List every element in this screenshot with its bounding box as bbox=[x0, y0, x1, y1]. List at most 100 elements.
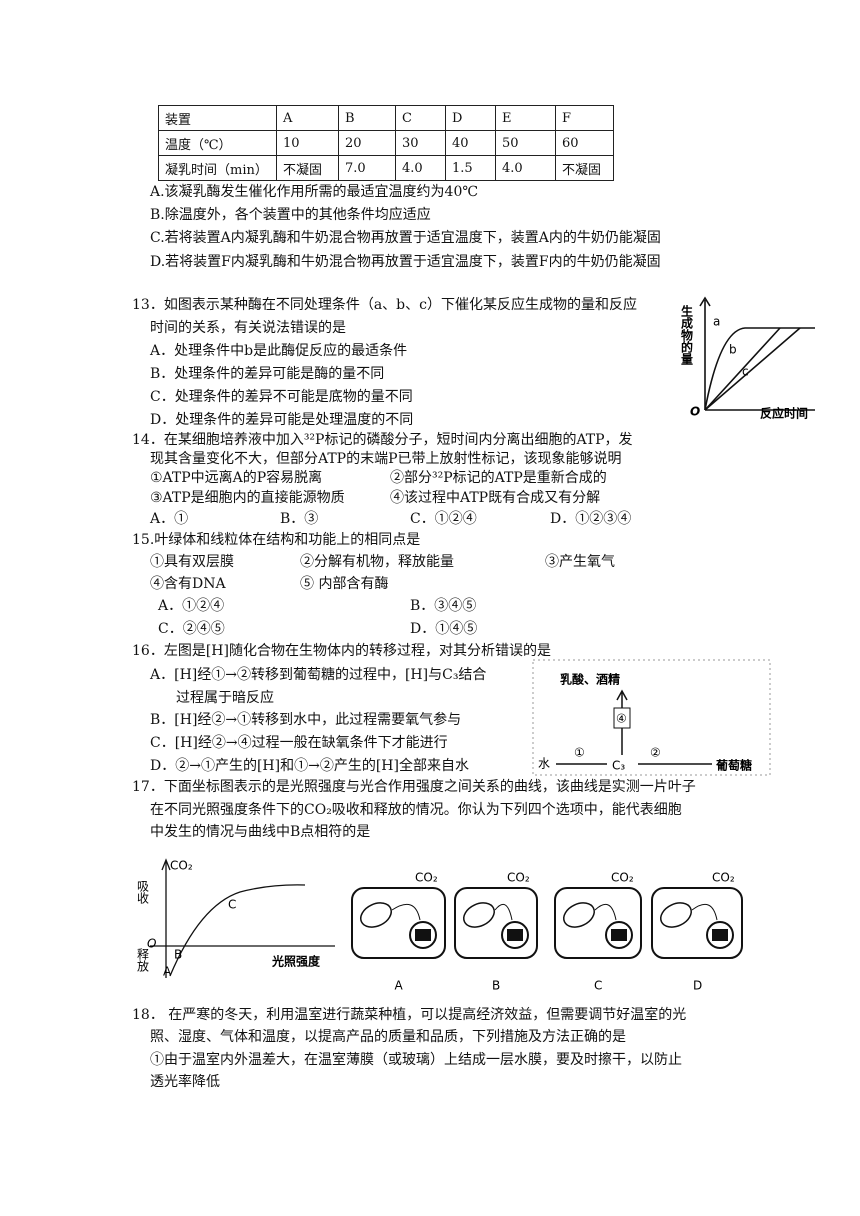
text-line: 17．下面坐标图表示的是光照强度与光合作用强度之间关系的曲线，该曲线是实测一片叶… bbox=[132, 779, 696, 795]
axis-label: CO₂ bbox=[170, 859, 193, 873]
text-line: 13．如图表示某种酶在不同处理条件（a、b、c）下催化某反应生成物的量和反应 bbox=[132, 297, 637, 313]
cell bbox=[651, 887, 743, 959]
table-cell: E bbox=[495, 105, 556, 131]
text-line: A．[H]经①→②转移到葡萄糖的过程中，[H]与C₃结合 bbox=[150, 667, 487, 683]
point-label: A bbox=[163, 965, 172, 979]
mitochondrion bbox=[409, 921, 437, 949]
option-label: D bbox=[693, 979, 702, 993]
text-line: 在不同光照强度条件下的CO₂吸收和释放的情况。你认为下列四个选项中，能代表细胞 bbox=[150, 802, 682, 818]
text-line: A.该凝乳酶发生催化作用所需的最适宜温度约为40℃ bbox=[150, 184, 479, 200]
axis-label: 生成物的量 bbox=[680, 304, 694, 365]
arrow bbox=[594, 903, 617, 921]
mitochondrion bbox=[706, 921, 734, 949]
table-cell: 不凝固 bbox=[555, 155, 614, 181]
text-line: 时间的关系，有关说法错误的是 bbox=[150, 320, 346, 336]
text-line: B．处理条件的差异可能是酶的量不同 bbox=[150, 366, 385, 382]
node-label: 葡萄糖 bbox=[715, 758, 752, 773]
mito-inner bbox=[712, 929, 728, 941]
table-cell: 60 bbox=[555, 130, 614, 156]
table-row: 凝乳时间（min） 不凝固 7.0 4.0 1.5 4.0 不凝固 bbox=[158, 155, 614, 181]
mito-inner bbox=[415, 929, 431, 941]
arrow bbox=[494, 903, 513, 921]
text-line: ③ATP是细胞内的直接能源物质 bbox=[150, 490, 345, 506]
arrow bbox=[391, 903, 421, 921]
point-label: B bbox=[174, 948, 182, 962]
text-line: D．①④⑤ bbox=[410, 621, 478, 637]
chloroplast bbox=[660, 902, 692, 928]
table-cell: 凝乳时间（min） bbox=[158, 155, 277, 181]
text-line: 15.叶绿体和线粒体在结构和功能上的相同点是 bbox=[132, 532, 421, 548]
text-line: D.若将装置F内凝乳酶和牛奶混合物再放置于适宜温度下，装置F内的牛奶仍能凝固 bbox=[150, 254, 661, 270]
cell bbox=[554, 887, 642, 959]
table-cell: 4.0 bbox=[495, 155, 556, 181]
text-line: ①ATP中远离A的P容易脱离 bbox=[150, 470, 323, 486]
option-label: B bbox=[492, 979, 500, 993]
mitochondrion bbox=[605, 921, 633, 949]
text-line: ④含有DNA bbox=[150, 576, 226, 592]
chloroplast bbox=[563, 902, 595, 928]
arrow bbox=[691, 903, 718, 921]
curve-label: b bbox=[729, 343, 737, 357]
data-table: 装置 A B C D E F 温度（℃） 10 20 30 40 50 60 凝乳时间（min） 不凝固 7.0… bbox=[158, 105, 614, 181]
chloroplast bbox=[463, 902, 495, 928]
text-line: A．处理条件中b是此酶促反应的最适条件 bbox=[150, 343, 408, 359]
step-box bbox=[613, 707, 631, 729]
text-line: ③产生氧气 bbox=[545, 554, 615, 570]
text-line: ①由于温室内外温差大，在温室薄膜（或玻璃）上结成一层水膜，要及时擦干，以防止 bbox=[150, 1052, 682, 1068]
step-label: ② bbox=[650, 746, 661, 760]
text-line: ②部分³²P标记的ATP是重新合成的 bbox=[390, 470, 607, 486]
text-line: ⑤ 内部含有酶 bbox=[300, 576, 389, 592]
gas-label: CO₂ bbox=[415, 871, 438, 885]
node-label: C₃ bbox=[612, 759, 625, 773]
text-line: D．处理条件的差异可能是处理温度的不同 bbox=[150, 412, 414, 428]
text-line: 现其含量变化不大，但部分ATP的末端P已带上放射性标记，该现象能够说明 bbox=[150, 451, 622, 467]
text-line: ①具有双层膜 bbox=[150, 554, 234, 570]
chloroplast bbox=[360, 902, 392, 928]
arrowhead bbox=[616, 689, 628, 701]
text-line: C．②④⑤ bbox=[158, 621, 225, 637]
text-line: ④该过程中ATP既有合成又有分解 bbox=[390, 490, 601, 506]
text-line: B．③ bbox=[280, 511, 319, 527]
text-line: C.若将装置A内凝乳酶和牛奶混合物再放置于适宜温度下，装置A内的牛奶仍能凝固 bbox=[150, 230, 661, 246]
text-line: B．③④⑤ bbox=[410, 598, 477, 614]
text-line: A．①②④ bbox=[158, 598, 225, 614]
axis-label: 释放 bbox=[136, 948, 150, 972]
step-label: ① bbox=[574, 746, 585, 760]
option-label: A bbox=[395, 979, 404, 993]
origin-label: O bbox=[147, 937, 156, 951]
node-label: 乳酸、酒精 bbox=[560, 672, 620, 687]
figure-13 bbox=[699, 296, 815, 411]
table-cell: 7.0 bbox=[338, 155, 396, 181]
curve-label: c bbox=[742, 365, 749, 379]
text-line: A．① bbox=[150, 511, 189, 527]
text-line: B．[H]经②→①转移到水中，此过程需要氧气参与 bbox=[150, 712, 462, 728]
mito-inner bbox=[507, 929, 523, 941]
gas-label: CO₂ bbox=[611, 871, 634, 885]
text-line: 透光率降低 bbox=[150, 1074, 220, 1090]
table-cell: 30 bbox=[395, 130, 446, 156]
figure-frame bbox=[532, 659, 771, 776]
text-line: C．处理条件的差异不可能是底物的量不同 bbox=[150, 389, 413, 405]
point-label: C bbox=[228, 898, 236, 912]
curve-label: a bbox=[713, 315, 720, 329]
node-label: 水 bbox=[538, 757, 550, 771]
table-cell: 不凝固 bbox=[276, 155, 339, 181]
table-cell: D bbox=[445, 105, 496, 131]
table-cell: 40 bbox=[445, 130, 496, 156]
axis-label: 吸收 bbox=[136, 880, 150, 905]
mitochondrion bbox=[501, 921, 529, 949]
text-line: C．[H]经②→④过程一般在缺氧条件下才能进行 bbox=[150, 735, 448, 751]
text-line: 18． 在严寒的冬天，利用温室进行蔬菜种植，可以提高经济效益，但需要调节好温室的… bbox=[132, 1007, 687, 1023]
text-line: ②分解有机物，释放能量 bbox=[300, 554, 454, 570]
table-cell: 温度（℃） bbox=[158, 130, 277, 156]
text-line: 14．在某细胞培养液中加入³²P标记的磷酸分子，短时间内分离出细胞的ATP，发 bbox=[132, 432, 633, 448]
option-label: C bbox=[594, 979, 602, 993]
text-line: 照、湿度、气体和温度，以提高产品的质量和品质，下列措施及方法正确的是 bbox=[150, 1029, 626, 1045]
gas-label: CO₂ bbox=[712, 871, 735, 885]
graph-17 bbox=[150, 858, 335, 978]
text-line: D．①②③④ bbox=[550, 511, 632, 527]
table-cell: A bbox=[276, 105, 339, 131]
cell bbox=[351, 887, 446, 959]
cell bbox=[454, 887, 538, 959]
